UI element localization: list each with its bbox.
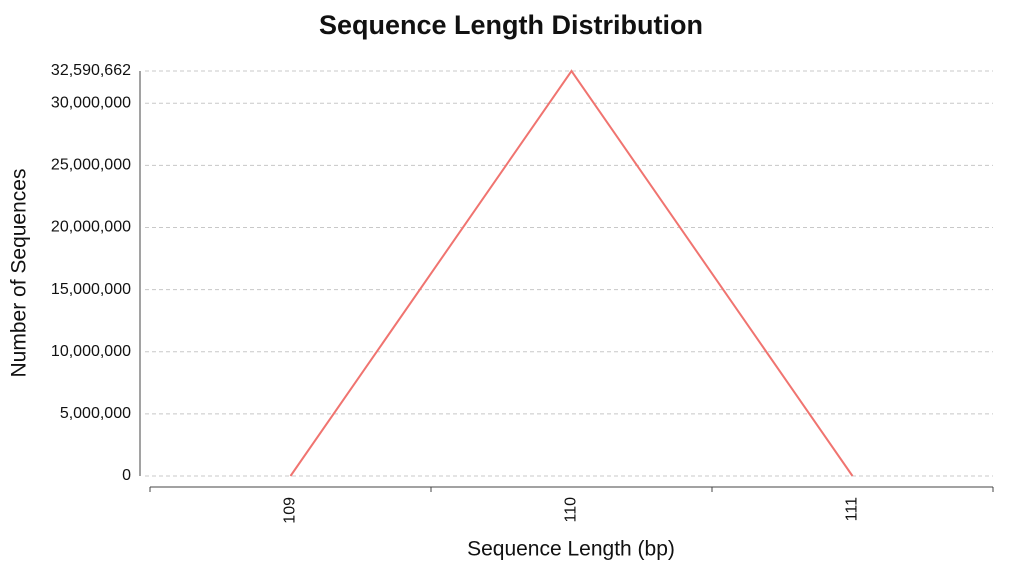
x-axis-label: Sequence Length (bp) (467, 538, 675, 561)
y-tick-label: 20,000,000 (51, 219, 131, 236)
y-tick-label: 25,000,000 (51, 157, 131, 174)
x-tick-label: 110 (563, 497, 580, 523)
y-axis-label: Number of Sequences (8, 169, 31, 378)
y-tick-label: 10,000,000 (51, 343, 131, 360)
x-tick-label: 109 (282, 497, 299, 524)
y-tick-label: 5,000,000 (60, 405, 131, 422)
y-tick-label: 32,590,662 (51, 62, 131, 79)
y-tick-label: 15,000,000 (51, 281, 131, 298)
x-tick-label: 111 (844, 497, 861, 521)
y-tick-label: 0 (122, 467, 131, 484)
chart-title: Sequence Length Distribution (319, 10, 703, 40)
data-line (289, 69, 854, 477)
y-tick-label: 30,000,000 (51, 94, 131, 111)
